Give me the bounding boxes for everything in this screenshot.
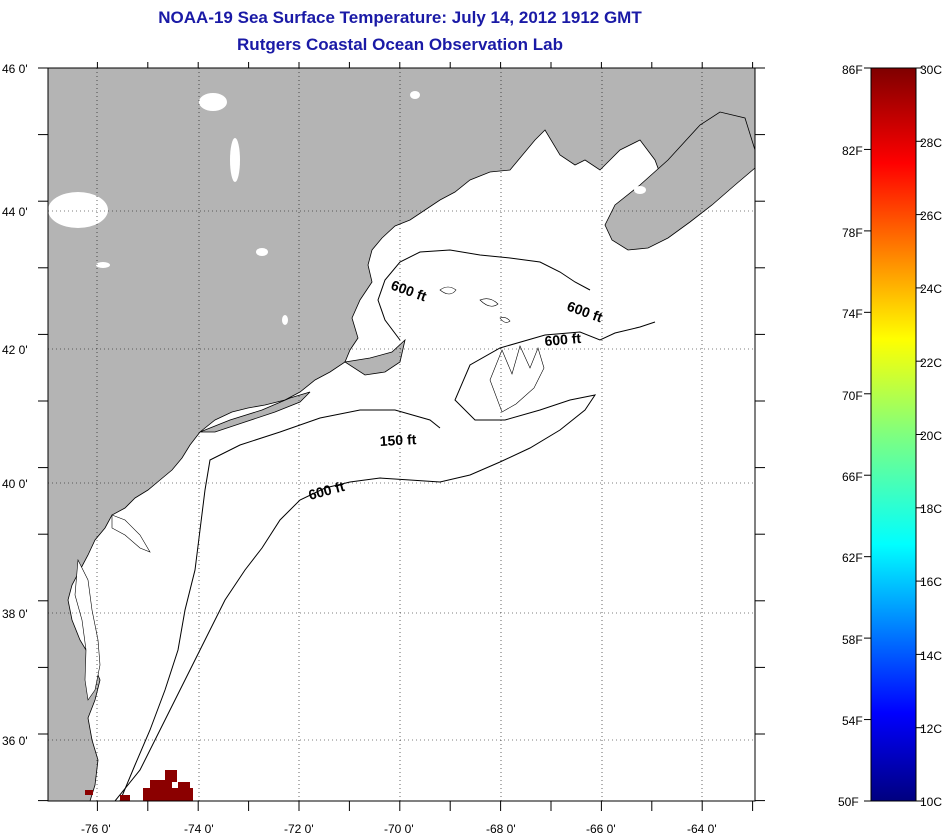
land-cape-cod bbox=[343, 338, 406, 376]
lat-label: 38 0' bbox=[2, 607, 28, 621]
colorbar-f-label: 62F bbox=[842, 551, 863, 565]
lat-label: 40 0' bbox=[2, 477, 28, 491]
lon-label: -66 0' bbox=[586, 822, 616, 836]
lon-label: -74 0' bbox=[184, 822, 214, 836]
colorbar-c-label: 14C bbox=[920, 649, 943, 663]
colorbar-c-label: 26C bbox=[920, 209, 943, 223]
colorbar bbox=[870, 67, 917, 802]
colorbar-f-label: 58F bbox=[842, 633, 863, 647]
lat-label: 44 0' bbox=[2, 205, 28, 219]
contour-150ft bbox=[119, 409, 441, 801]
colorbar-f-label: 66F bbox=[842, 470, 863, 484]
contour-600ft-gulf bbox=[377, 249, 591, 341]
colorbar-f-label: 54F bbox=[842, 714, 863, 728]
chesapeake-bay bbox=[74, 558, 101, 701]
lat-label: 46 0' bbox=[2, 62, 28, 76]
lon-label: -72 0' bbox=[284, 822, 314, 836]
land-mainland bbox=[48, 68, 755, 801]
chart-subtitle: Rutgers Coastal Ocean Observation Lab bbox=[237, 35, 563, 54]
lon-label: -64 0' bbox=[687, 822, 717, 836]
delaware-bay bbox=[111, 514, 151, 553]
colorbar-c-label: 20C bbox=[920, 429, 943, 443]
contour-600ft-shelf bbox=[114, 321, 656, 801]
lon-label: -70 0' bbox=[384, 822, 414, 836]
colorbar-c-label: 28C bbox=[920, 136, 943, 150]
colorbar-c-label: 10C bbox=[920, 795, 943, 809]
colorbar-c-label: 16C bbox=[920, 575, 943, 589]
colorbar-f-label: 74F bbox=[842, 307, 863, 321]
lake bbox=[634, 186, 646, 194]
gulf-contour-detail bbox=[439, 286, 511, 323]
lake bbox=[256, 248, 268, 256]
lake bbox=[230, 138, 240, 182]
colorbar-f-label: 86F bbox=[842, 63, 863, 77]
lake bbox=[48, 192, 108, 228]
colorbar-f-label: 82F bbox=[842, 144, 863, 158]
colorbar-c-label: 24C bbox=[920, 282, 943, 296]
colorbar-c-label: 18C bbox=[920, 502, 943, 516]
chart-title: NOAA-19 Sea Surface Temperature: July 14… bbox=[158, 8, 642, 27]
map-frame bbox=[47, 67, 756, 802]
land-nova-scotia bbox=[604, 111, 755, 251]
colorbar-f-label: 50F bbox=[838, 795, 859, 809]
lat-label: 36 0' bbox=[2, 734, 28, 748]
georges-bank-shoals bbox=[489, 345, 545, 413]
lake bbox=[282, 315, 288, 325]
sst-warm-pixels bbox=[85, 770, 193, 801]
colorbar-f-label: 70F bbox=[842, 389, 863, 403]
colorbar-c-label: 12C bbox=[920, 722, 943, 736]
colorbar-c-label: 30C bbox=[920, 63, 943, 77]
colorbar-ticks bbox=[864, 67, 923, 802]
contour-label: 150 ft bbox=[379, 431, 417, 449]
lat-label: 42 0' bbox=[2, 343, 28, 357]
lon-label: -68 0' bbox=[486, 822, 516, 836]
lake bbox=[96, 262, 110, 268]
lake bbox=[199, 93, 227, 111]
lon-label: -76 0' bbox=[81, 822, 111, 836]
contour-label: 600 ft bbox=[544, 330, 582, 349]
axis-ticks bbox=[38, 62, 765, 811]
lake bbox=[410, 91, 420, 99]
colorbar-c-label: 22C bbox=[920, 356, 943, 370]
colorbar-f-label: 78F bbox=[842, 226, 863, 240]
land-long-island bbox=[199, 391, 311, 433]
